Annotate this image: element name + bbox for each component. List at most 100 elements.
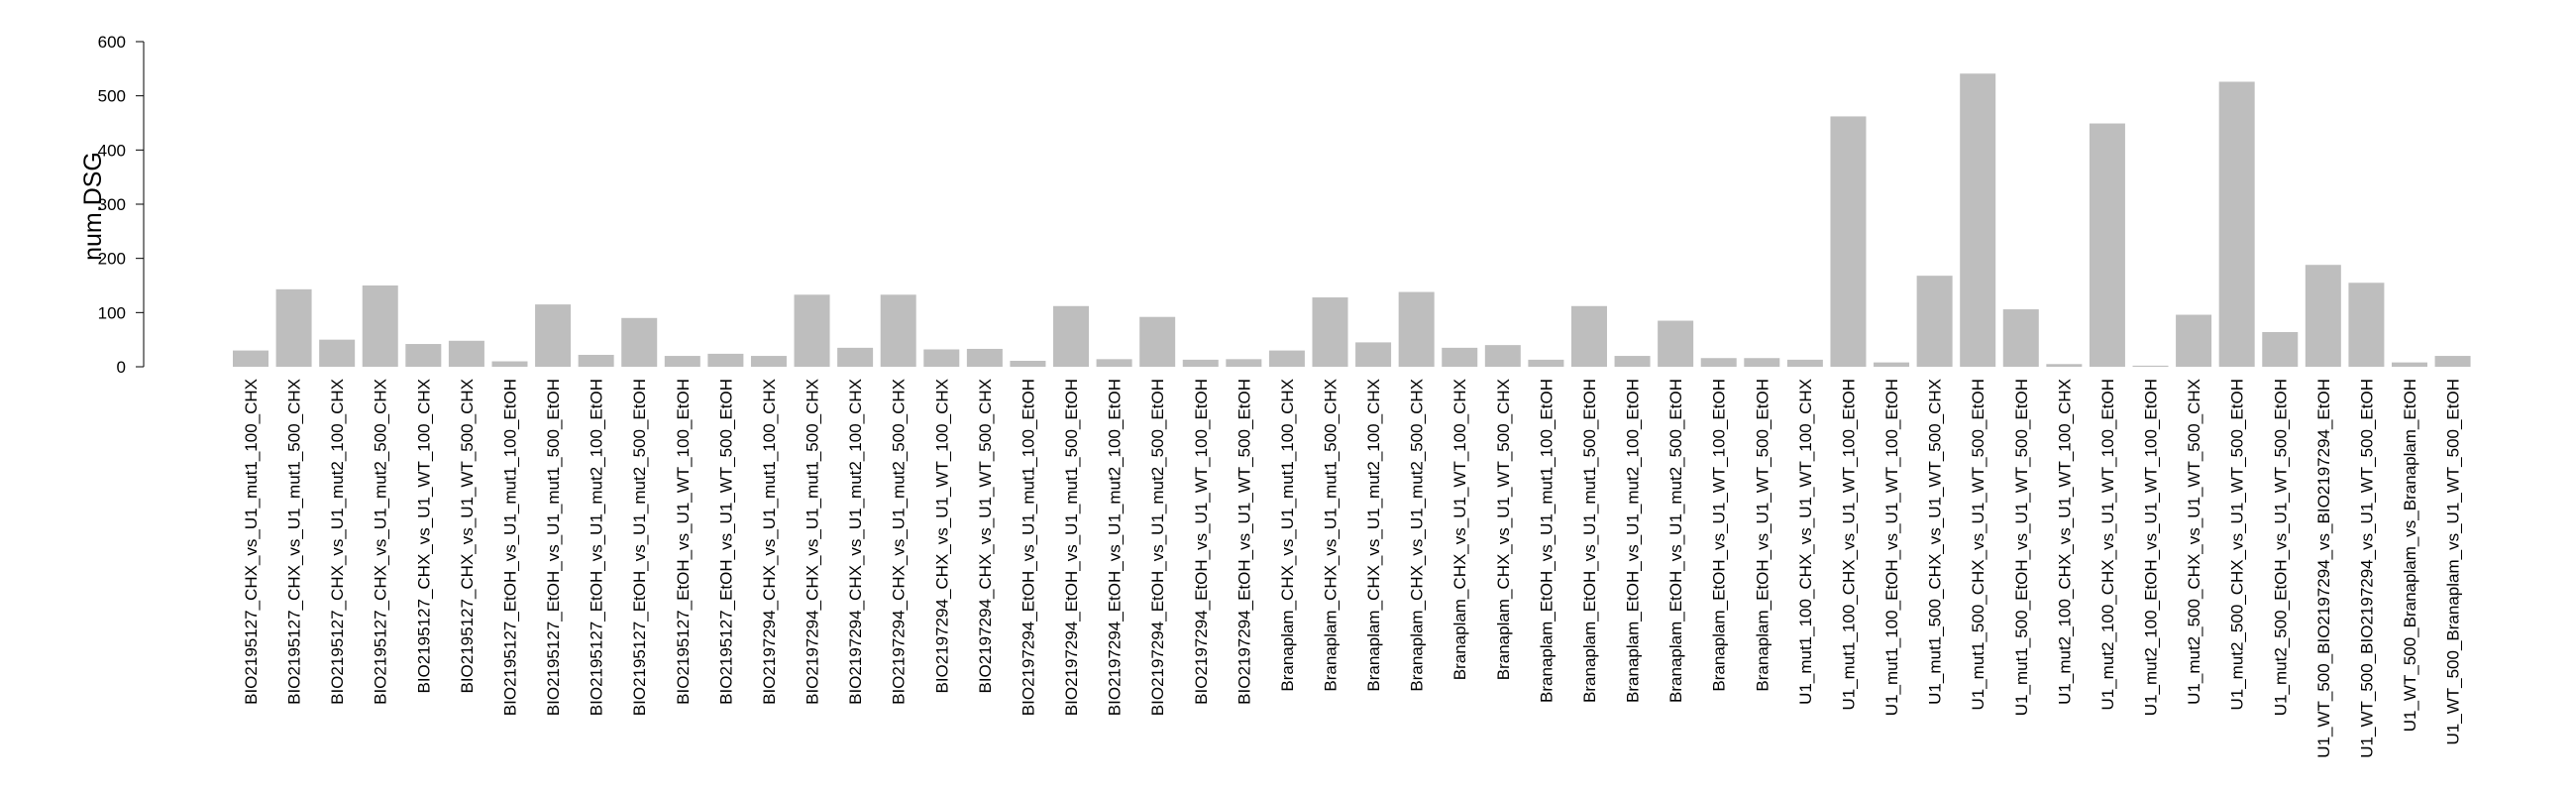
x-tick-label: U1_WT_500_Branaplam_vs_Branaplam_EtOH: [2401, 379, 2419, 732]
x-tick-label: Branaplam_CHX_vs_U1_mut1_500_CHX: [1322, 379, 1341, 692]
x-tick-label: U1_mut1_100_EtOH_vs_U1_WT_100_EtOH: [1882, 379, 1901, 716]
x-tick-label: BIO2197294_CHX_vs_U1_WT_500_CHX: [976, 379, 995, 694]
bar: [1139, 316, 1176, 367]
x-tick-label: BIO2197294_EtOH_vs_U1_mut2_100_EtOH: [1106, 379, 1125, 716]
x-tick-label: BIO2195127_EtOH_vs_U1_mut1_500_EtOH: [544, 379, 563, 716]
x-tick-label: Branaplam_CHX_vs_U1_mut1_100_CHX: [1278, 379, 1297, 692]
x-tick-label: U1_mut1_500_CHX_vs_U1_WT_500_EtOH: [1969, 379, 1987, 711]
bar: [794, 294, 830, 367]
bar: [1528, 359, 1564, 367]
bar: [1658, 320, 1694, 367]
bar: [1786, 359, 1823, 367]
bar: [1268, 350, 1305, 367]
bar: [707, 353, 744, 367]
bar: [578, 354, 614, 367]
x-tick-label: U1_mut1_500_EtOH_vs_U1_WT_500_EtOH: [2012, 379, 2031, 716]
x-tick-label: U1_WT_500_BIO2197294_vs_U1_WT_500_EtOH: [2357, 379, 2376, 758]
y-axis: 0 100 200 300 400 500 600: [98, 33, 145, 377]
bar: [2392, 362, 2427, 367]
bar: [2002, 309, 2039, 367]
y-tick-label: 200: [98, 250, 126, 269]
bar: [491, 361, 528, 367]
bar: [2305, 265, 2341, 367]
x-tick-label: BIO2197294_CHX_vs_U1_WT_100_CHX: [932, 379, 951, 694]
x-tick-label: Branaplam_EtOH_vs_U1_mut1_100_EtOH: [1537, 379, 1556, 703]
x-tick-label: BIO2195127_CHX_vs_U1_mut1_100_CHX: [242, 379, 261, 705]
bar: [2046, 364, 2083, 367]
x-tick-label: BIO2197294_EtOH_vs_U1_mut1_100_EtOH: [1019, 379, 1037, 716]
bar: [1226, 359, 1262, 367]
x-tick-label: Branaplam_CHX_vs_U1_WT_100_CHX: [1450, 379, 1469, 680]
x-tick-label: BIO2197294_CHX_vs_U1_mut1_100_CHX: [760, 379, 779, 705]
y-tick-label: 100: [98, 303, 126, 322]
bar: [923, 349, 960, 367]
x-tick-label: Branaplam_EtOH_vs_U1_WT_500_EtOH: [1753, 379, 1771, 692]
bar: [837, 347, 874, 367]
x-tick-label: Branaplam_EtOH_vs_U1_mut2_500_EtOH: [1666, 379, 1685, 703]
bar: [2348, 283, 2385, 367]
x-tick-label: BIO2197294_CHX_vs_U1_mut2_500_CHX: [890, 379, 909, 705]
x-tick-label: U1_WT_500_Branaplam_vs_U1_WT_500_EtOH: [2444, 379, 2463, 744]
x-tick-label: BIO2197294_EtOH_vs_U1_WT_500_EtOH: [1234, 379, 1253, 705]
bar: [664, 356, 700, 367]
x-tick-label: BIO2195127_EtOH_vs_U1_WT_100_EtOH: [674, 379, 693, 705]
x-tick-label: U1_mut1_500_CHX_vs_U1_WT_500_CHX: [1926, 379, 1945, 705]
bar: [2434, 356, 2471, 367]
y-tick-label: 400: [98, 141, 126, 160]
bar: [1744, 358, 1780, 367]
bar: [2218, 81, 2255, 367]
x-tick-label: BIO2197294_CHX_vs_U1_mut1_500_CHX: [804, 379, 822, 705]
bar: [621, 317, 658, 367]
x-tick-label: U1_mut1_100_CHX_vs_U1_WT_100_CHX: [1796, 379, 1815, 705]
bar: [1916, 276, 1953, 367]
bar: [2089, 123, 2125, 368]
bar: [2132, 365, 2169, 367]
x-tick-label: U1_mut2_500_CHX_vs_U1_WT_500_CHX: [2185, 379, 2203, 705]
x-tick-label: Branaplam_EtOH_vs_U1_WT_100_EtOH: [1710, 379, 1729, 692]
x-tick-label: U1_mut1_100_CHX_vs_U1_WT_100_EtOH: [1839, 379, 1858, 711]
x-tick-label: Branaplam_CHX_vs_U1_mut2_100_CHX: [1364, 379, 1383, 692]
bar: [966, 348, 1003, 367]
bar: [2176, 314, 2212, 367]
bar: [1960, 73, 1996, 368]
x-tick-label: BIO2197294_EtOH_vs_U1_WT_100_EtOH: [1192, 379, 1211, 705]
bar: [535, 304, 572, 367]
x-tick-label: BIO2195127_CHX_vs_U1_mut1_500_CHX: [285, 379, 304, 705]
bar: [448, 340, 484, 367]
x-tick-label: U1_mut2_100_CHX_vs_U1_WT_100_CHX: [2055, 379, 2074, 705]
x-tick-label: U1_mut2_100_EtOH_vs_U1_WT_100_EtOH: [2142, 379, 2161, 716]
bar: [1096, 359, 1132, 367]
bar: [1570, 305, 1607, 367]
x-tick-labels: BIO2195127_CHX_vs_U1_mut1_100_CHX BIO2195…: [242, 379, 2463, 758]
x-tick-label: Branaplam_CHX_vs_U1_WT_500_CHX: [1494, 379, 1513, 680]
bar: [1484, 345, 1521, 367]
x-tick-label: BIO2195127_EtOH_vs_U1_mut2_500_EtOH: [630, 379, 649, 716]
x-tick-label: U1_mut2_500_EtOH_vs_U1_WT_500_EtOH: [2271, 379, 2290, 716]
bar: [1614, 356, 1651, 367]
x-tick-label: Branaplam_EtOH_vs_U1_mut2_100_EtOH: [1624, 379, 1643, 703]
bar: [1053, 305, 1090, 367]
x-tick-label: BIO2197294_EtOH_vs_U1_mut2_500_EtOH: [1148, 379, 1167, 716]
bar: [2262, 332, 2299, 367]
x-tick-label: BIO2195127_CHX_vs_U1_mut2_100_CHX: [328, 379, 347, 705]
bar: [1700, 358, 1737, 367]
bars: [233, 73, 2471, 368]
y-axis-label: num.DSG: [79, 152, 107, 261]
x-tick-label: BIO2195127_EtOH_vs_U1_WT_500_EtOH: [716, 379, 735, 705]
bar: [319, 339, 356, 367]
x-tick-label: BIO2195127_CHX_vs_U1_mut2_500_CHX: [372, 379, 390, 705]
bar: [1830, 116, 1867, 367]
x-tick-label: BIO2195127_CHX_vs_U1_WT_500_CHX: [458, 379, 477, 694]
y-tick-label: 300: [98, 195, 126, 214]
bar: [1312, 297, 1348, 367]
y-tick-label: 600: [98, 33, 126, 52]
x-tick-label: U1_WT_500_BIO2197294_vs_BIO2197294_EtOH: [2314, 379, 2333, 758]
x-tick-label: U1_mut2_100_CHX_vs_U1_WT_100_EtOH: [2098, 379, 2117, 711]
bar: [1182, 359, 1219, 367]
x-tick-label: U1_mut2_500_CHX_vs_U1_WT_500_EtOH: [2228, 379, 2247, 711]
bar: [362, 285, 398, 367]
bar: [1398, 291, 1435, 367]
y-tick-label: 500: [98, 87, 126, 106]
x-tick-label: Branaplam_CHX_vs_U1_mut2_500_CHX: [1408, 379, 1427, 692]
